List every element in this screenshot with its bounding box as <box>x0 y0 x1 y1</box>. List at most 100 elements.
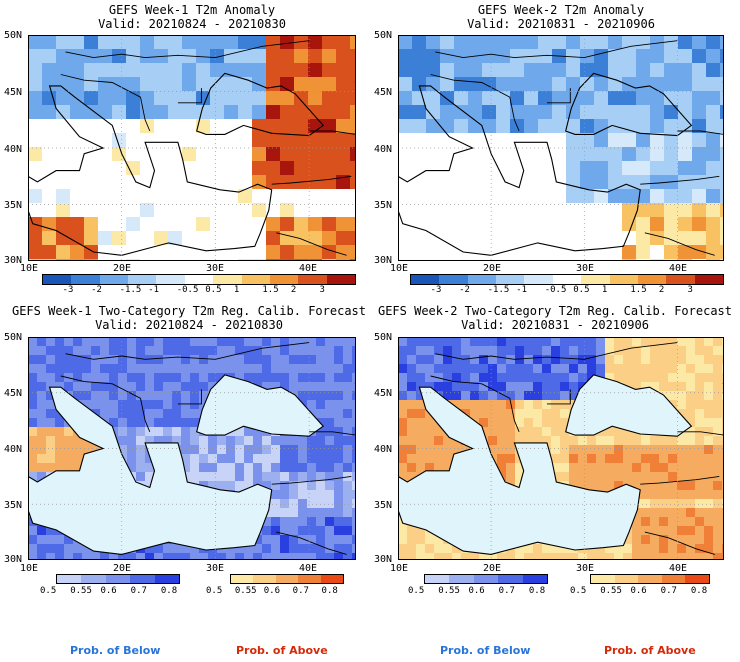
colorbar-swatch <box>241 275 270 284</box>
colorbar-swatch <box>473 575 499 583</box>
colorbar-swatch <box>524 275 553 284</box>
colorbar-tick-label: 0.55 <box>600 586 622 596</box>
panel4-lon-label: 40E <box>669 563 688 574</box>
panel4-map <box>398 337 724 560</box>
colorbar-tick-label: -2 <box>459 285 470 295</box>
colorbar-swatch <box>694 275 723 284</box>
colorbar-tick-label: 0.6 <box>263 586 281 596</box>
colorbar-swatch <box>439 275 468 284</box>
colorbar-swatch <box>298 275 327 284</box>
colorbar-swatch <box>81 575 106 583</box>
panel3-map <box>28 337 356 560</box>
colorbar-tick-label: -2 <box>91 285 102 295</box>
colorbar-swatch <box>637 275 667 284</box>
legend-below-left: Prob. of Below <box>70 644 161 657</box>
colorbar-swatch <box>156 275 185 284</box>
colorbar-swatch <box>661 575 686 583</box>
colorbar-tick-label: 0.7 <box>660 586 677 596</box>
panel1-lat-label: 40N <box>4 144 23 155</box>
legend-above-left: Prob. of Above <box>236 644 328 657</box>
colorbar-swatch <box>449 575 474 583</box>
colorbar-swatch <box>638 575 662 583</box>
panel2-lat-label: 45N <box>374 87 393 98</box>
colorbar-tick-label: 0.6 <box>100 586 117 596</box>
colorbar-swatch <box>57 575 82 583</box>
colorbar-swatch <box>269 275 299 284</box>
colorbar-swatch <box>71 275 100 284</box>
colorbar-tick-label: -1.5 <box>487 285 510 295</box>
panel4-title: GEFS Week-2 Two-Category T2m Reg. Calib.… <box>377 304 732 318</box>
panel1-lon-label: 40E <box>299 263 318 274</box>
panel3-lon-label: 20E <box>113 563 132 574</box>
legend-above-right: Prob. of Above <box>604 644 696 657</box>
colorbar-tick-label: 0.55 <box>70 586 92 596</box>
panel4-lon-label: 10E <box>390 563 409 574</box>
colorbar-swatch <box>130 575 155 583</box>
colorbar-swatch <box>522 575 548 583</box>
legend-below-right: Prob. of Below <box>440 644 531 657</box>
colorbar-swatch <box>43 275 72 284</box>
panel3-title: GEFS Week-1 Two-Category T2m Reg. Calib.… <box>11 304 366 318</box>
colorbar-tick-label: 0.7 <box>130 586 147 596</box>
panel1-lon-label: 10E <box>20 263 39 274</box>
panel2-lon-label: 10E <box>390 263 409 274</box>
panel3-valid: Valid: 20210824 - 20210830 <box>95 318 283 332</box>
panel2-valid: Valid: 20210831 - 20210906 <box>467 17 655 31</box>
colorbar-tick-label: 3 <box>687 285 693 295</box>
panel3-lat-label: 40N <box>4 444 23 455</box>
panel4-below-labels: 0.5 0.55 0.6 0.7 0.8 <box>408 586 548 597</box>
colorbar-tick-label: -1 <box>516 285 528 295</box>
panel1-anomaly-colorbar <box>42 274 356 285</box>
colorbar-swatch <box>666 275 695 284</box>
colorbar-tick-label: 1.5 <box>630 285 647 295</box>
panel1-colorbar-labels: -3 -2 -1.5 -1 -0.5 0.5 1 1.5 2 3 <box>42 286 356 296</box>
colorbar-swatch <box>581 275 610 284</box>
colorbar-tick-label: 0.8 <box>321 586 338 596</box>
panel2-lat-label: 30N <box>374 255 393 266</box>
colorbar-tick-label: 2 <box>658 285 665 295</box>
colorbar-swatch <box>467 275 497 284</box>
panel1-lon-label: 20E <box>113 263 132 274</box>
colorbar-tick-label: 0.5 <box>570 586 587 596</box>
panel3-lon-label: 10E <box>20 563 39 574</box>
panel3-above-labels: 0.5 0.55 0.6 0.7 0.8 <box>206 586 340 597</box>
panel4-valid: Valid: 20210831 - 20210906 <box>461 318 649 332</box>
panel4-lon-label: 30E <box>576 563 595 574</box>
panel2-lat-label: 35N <box>374 200 393 211</box>
panel3-lat-label: 50N <box>4 332 23 343</box>
panel2-lat-label: 50N <box>374 30 393 41</box>
colorbar-tick-label: 0.5 <box>40 586 57 596</box>
colorbar-tick-label: 0.55 <box>438 586 460 596</box>
panel3-lon-label: 30E <box>206 563 225 574</box>
colorbar-swatch <box>231 575 254 583</box>
panel3-below-colorbar <box>56 574 180 584</box>
panel4-above-colorbar <box>590 574 710 584</box>
panel1-lat-label: 45N <box>4 87 23 98</box>
panel1-lat-label: 50N <box>4 30 23 41</box>
colorbar-tick-label: -0.5 <box>176 285 199 295</box>
colorbar-tick-label: 0.7 <box>292 586 309 596</box>
panel2-title: GEFS Week-2 T2m Anomaly <box>477 3 645 17</box>
colorbar-tick-label: 1 <box>601 285 608 295</box>
colorbar-tick-label: 0.8 <box>528 586 546 596</box>
colorbar-tick-label: 2 <box>290 285 297 295</box>
panel2-anomaly-colorbar <box>410 274 724 285</box>
panel3-lat-label: 35N <box>4 500 23 511</box>
panel1-title: GEFS Week-1 T2m Anomaly <box>108 3 276 17</box>
colorbar-tick-label: 0.7 <box>498 586 515 596</box>
panel1-lat-label: 30N <box>4 255 23 266</box>
colorbar-tick-label: 0.5 <box>205 285 222 295</box>
colorbar-tick-label: 3 <box>319 285 325 295</box>
panel1-map <box>28 35 356 261</box>
panel4-lat-label: 50N <box>374 332 393 343</box>
colorbar-tick-label: 0.6 <box>630 586 647 596</box>
colorbar-tick-label: 0.55 <box>234 586 257 596</box>
colorbar-tick-label: -3 <box>62 285 74 295</box>
colorbar-swatch <box>253 575 276 583</box>
colorbar-tick-label: 0.5 <box>408 586 425 596</box>
colorbar-tick-label: 0.5 <box>573 285 590 295</box>
panel2-map <box>398 35 724 261</box>
colorbar-swatch <box>298 575 321 583</box>
colorbar-tick-label: 1 <box>233 285 240 295</box>
panel3-lat-label: 45N <box>4 388 23 399</box>
